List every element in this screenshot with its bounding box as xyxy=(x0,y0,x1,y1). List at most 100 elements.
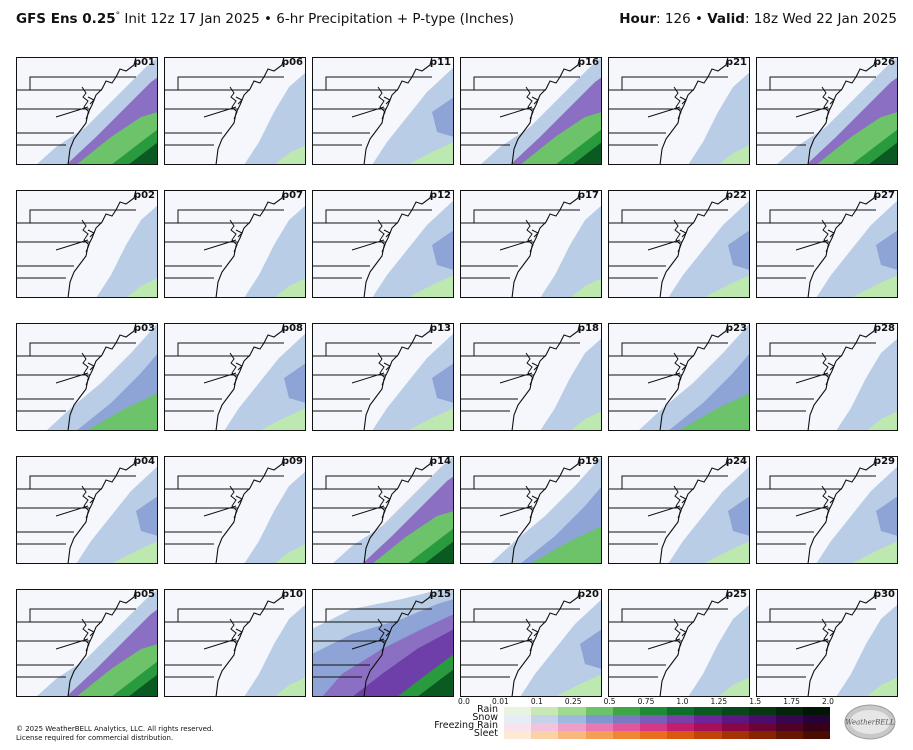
ensemble-member-panel: p15 xyxy=(312,589,454,697)
precip-map xyxy=(312,456,454,564)
legend-freezing-rain-label: Freezing Rain xyxy=(434,720,498,731)
ensemble-member-panel: p29 xyxy=(756,456,898,564)
ensemble-member-panel: p09 xyxy=(164,456,306,564)
member-label: p29 xyxy=(873,456,895,467)
legend-snow-label: Snow xyxy=(472,712,498,723)
ensemble-panel-grid: p01 p06 p11 xyxy=(16,57,898,697)
ensemble-member-panel: p14 xyxy=(312,456,454,564)
precip-map xyxy=(608,323,750,431)
ensemble-member-panel: p28 xyxy=(756,323,898,431)
member-label: p17 xyxy=(577,190,599,201)
member-label: p15 xyxy=(429,589,451,600)
member-label: p06 xyxy=(281,57,303,68)
ensemble-member-panel: p07 xyxy=(164,190,306,298)
member-label: p11 xyxy=(429,57,451,68)
precip-map xyxy=(164,57,306,165)
member-label: p21 xyxy=(725,57,747,68)
ensemble-member-panel: p26 xyxy=(756,57,898,165)
member-label: p27 xyxy=(873,190,895,201)
ensemble-member-panel: p06 xyxy=(164,57,306,165)
precip-map xyxy=(756,456,898,564)
ensemble-member-panel: p10 xyxy=(164,589,306,697)
precip-map xyxy=(312,589,454,697)
ensemble-member-panel: p12 xyxy=(312,190,454,298)
member-label: p04 xyxy=(133,456,155,467)
map-title: GFS Ens 0.25° Init 12z 17 Jan 2025 • 6-h… xyxy=(16,11,514,27)
ensemble-member-panel: p13 xyxy=(312,323,454,431)
svg-text:WeatherBELL: WeatherBELL xyxy=(845,719,895,727)
ensemble-member-panel: p25 xyxy=(608,589,750,697)
legend-freezing-rain-colorbar xyxy=(504,723,831,731)
colorbar-tick: 2.0 xyxy=(822,697,834,706)
member-label: p10 xyxy=(281,589,303,600)
member-label: p24 xyxy=(725,456,747,467)
ensemble-member-panel: p08 xyxy=(164,323,306,431)
precip-map xyxy=(608,190,750,298)
member-label: p14 xyxy=(429,456,451,467)
precip-map xyxy=(756,323,898,431)
ensemble-member-panel: p17 xyxy=(460,190,602,298)
colorbar-tick: 0.0 xyxy=(458,697,470,706)
colorbar-ticks: 0.0 0.01 0.1 0.25 0.5 0.75 1.0 1.25 1.5 1.75 2.0 xyxy=(458,697,864,709)
colorbar-tick: 0.75 xyxy=(637,697,655,706)
precip-map xyxy=(312,323,454,431)
member-label: p12 xyxy=(429,190,451,201)
ensemble-member-panel: p27 xyxy=(756,190,898,298)
member-label: p01 xyxy=(133,57,155,68)
colorbar-tick: 0.01 xyxy=(492,697,509,706)
precip-map xyxy=(756,589,898,697)
ensemble-member-panel: p20 xyxy=(460,589,602,697)
member-label: p30 xyxy=(873,589,895,600)
precip-map xyxy=(16,323,158,431)
member-label: p18 xyxy=(577,323,599,334)
precip-map xyxy=(164,456,306,564)
precip-map xyxy=(460,456,602,564)
ensemble-member-panel: p19 xyxy=(460,456,602,564)
colorbar-tick: 1.0 xyxy=(676,697,689,706)
ensemble-member-panel: p23 xyxy=(608,323,750,431)
ensemble-member-panel: p16 xyxy=(460,57,602,165)
valid-time: Hour: 126 • Valid: 18z Wed 22 Jan 2025 xyxy=(619,11,897,27)
legend-rain-label: Rain xyxy=(477,704,498,715)
ensemble-member-panel: p01 xyxy=(16,57,158,165)
member-label: p19 xyxy=(577,456,599,467)
colorbar-tick: 0.1 xyxy=(530,697,543,706)
legend-sleet-colorbar xyxy=(504,731,831,739)
precip-map xyxy=(16,57,158,165)
member-label: p16 xyxy=(577,57,599,68)
member-label: p13 xyxy=(429,323,451,334)
legend-snow-colorbar xyxy=(504,715,831,723)
colorbar-tick: 1.75 xyxy=(783,697,800,706)
colorbar-tick: 0.25 xyxy=(564,697,582,706)
ensemble-member-panel: p04 xyxy=(16,456,158,564)
precip-map xyxy=(164,589,306,697)
legend-rain-colorbar xyxy=(504,707,831,715)
ensemble-member-panel: p22 xyxy=(608,190,750,298)
member-label: p05 xyxy=(133,589,155,600)
weatherbell-logo: WeatherBELL xyxy=(843,703,897,741)
member-label: p02 xyxy=(133,190,155,201)
member-label: p03 xyxy=(133,323,155,334)
ensemble-member-panel: p18 xyxy=(460,323,602,431)
precip-map xyxy=(460,57,602,165)
member-label: p20 xyxy=(577,589,599,600)
precip-map xyxy=(756,190,898,298)
colorbar-tick: 1.5 xyxy=(749,697,762,706)
precip-map xyxy=(312,57,454,165)
ensemble-member-panel: p02 xyxy=(16,190,158,298)
precip-map xyxy=(312,190,454,298)
precip-map xyxy=(460,589,602,697)
member-label: p22 xyxy=(725,190,747,201)
precip-map xyxy=(460,190,602,298)
member-label: p25 xyxy=(725,589,747,600)
precip-map xyxy=(608,589,750,697)
ensemble-member-panel: p24 xyxy=(608,456,750,564)
precip-map xyxy=(16,456,158,564)
colorbar-tick: 1.25 xyxy=(710,697,728,706)
precip-map xyxy=(608,57,750,165)
colorbar-tick: 0.5 xyxy=(603,697,616,706)
member-label: p07 xyxy=(281,190,303,201)
precip-map xyxy=(16,589,158,697)
ensemble-member-panel: p30 xyxy=(756,589,898,697)
precip-map xyxy=(16,190,158,298)
